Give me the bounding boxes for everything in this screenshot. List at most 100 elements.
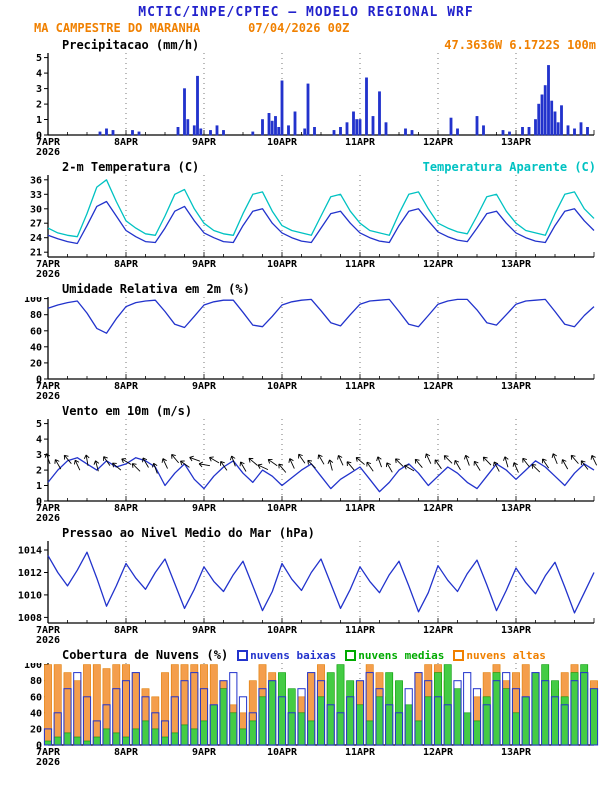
svg-text:7APR: 7APR xyxy=(36,137,61,148)
svg-text:80: 80 xyxy=(30,310,42,321)
svg-text:10APR: 10APR xyxy=(267,503,298,514)
svg-text:9APR: 9APR xyxy=(192,503,217,514)
svg-text:8APR: 8APR xyxy=(114,259,139,270)
svg-text:2: 2 xyxy=(36,100,42,111)
svg-text:21: 21 xyxy=(30,248,42,259)
svg-text:0: 0 xyxy=(36,497,42,508)
svg-text:4: 4 xyxy=(36,69,42,80)
pressao-title: Pressao ao Nivel Medio do Mar (hPa) xyxy=(62,526,315,540)
svg-text:11APR: 11APR xyxy=(345,259,376,270)
nuvens-chart: 0 20 40 60 80 100 7APR 2026 8APR 9APR 10APR 11APR 12… xyxy=(4,660,612,768)
svg-text:8APR: 8APR xyxy=(114,747,139,758)
nuvens-title: Cobertura de Nuvens (%) xyxy=(62,648,229,662)
svg-text:3: 3 xyxy=(36,84,42,95)
svg-text:80: 80 xyxy=(30,676,42,687)
model-title: MCTIC/INPE/CPTEC — MODELO REGIONAL WRF xyxy=(138,5,474,20)
svg-text:10APR: 10APR xyxy=(267,747,298,758)
svg-text:10APR: 10APR xyxy=(267,381,298,392)
svg-text:3: 3 xyxy=(36,450,42,461)
svg-text:11APR: 11APR xyxy=(345,503,376,514)
svg-text:7APR: 7APR xyxy=(36,747,61,758)
svg-text:40: 40 xyxy=(30,342,42,353)
svg-text:12APR: 12APR xyxy=(423,137,454,148)
svg-text:0: 0 xyxy=(36,131,42,142)
station-name: MA CAMPESTRE DO MARANHA xyxy=(34,21,201,35)
svg-text:1010: 1010 xyxy=(18,590,42,601)
svg-text:2026: 2026 xyxy=(36,147,60,157)
station-coordinates: 47.3636W 6.1722S 100m xyxy=(444,38,596,52)
svg-text:12APR: 12APR xyxy=(423,625,454,636)
legend-nuvens-medias: nuvens medias xyxy=(345,649,444,662)
svg-text:27: 27 xyxy=(30,219,42,230)
svg-text:1014: 1014 xyxy=(18,546,42,557)
pressao-chart: 1008 1010 1012 1014 7APR 2026 8APR 9APR 10APR 11A… xyxy=(4,541,612,646)
svg-text:2026: 2026 xyxy=(36,513,60,523)
svg-text:2026: 2026 xyxy=(36,635,60,645)
svg-text:13APR: 13APR xyxy=(501,503,532,514)
svg-text:11APR: 11APR xyxy=(345,381,376,392)
svg-text:33: 33 xyxy=(30,190,42,201)
svg-text:12APR: 12APR xyxy=(423,747,454,758)
nuvens-medias-label: nuvens medias xyxy=(358,648,445,662)
svg-text:20: 20 xyxy=(30,358,42,369)
svg-text:10APR: 10APR xyxy=(267,137,298,148)
svg-text:1008: 1008 xyxy=(18,613,42,624)
legend-nuvens-baixas: nuvens baixas xyxy=(237,649,336,662)
svg-text:40: 40 xyxy=(30,708,42,719)
svg-text:7APR: 7APR xyxy=(36,381,61,392)
svg-text:100: 100 xyxy=(24,663,42,671)
svg-text:1012: 1012 xyxy=(18,568,42,579)
svg-text:13APR: 13APR xyxy=(501,259,532,270)
panel-pressao: Pressao ao Nivel Medio do Mar (hPa) 1008… xyxy=(0,525,612,646)
run-datetime: 07/04/2026 00Z xyxy=(248,21,350,35)
svg-text:12APR: 12APR xyxy=(423,259,454,270)
svg-text:10APR: 10APR xyxy=(267,625,298,636)
nuvens-altas-swatch xyxy=(453,649,465,661)
svg-text:7APR: 7APR xyxy=(36,503,61,514)
svg-text:7APR: 7APR xyxy=(36,625,61,636)
svg-text:7APR: 7APR xyxy=(36,259,61,270)
svg-text:11APR: 11APR xyxy=(345,747,376,758)
svg-text:0: 0 xyxy=(36,741,42,752)
precipitacao-title: Precipitacao (mm/h) xyxy=(62,38,200,52)
temperatura-aparente-label: Temperatura Aparente (C) xyxy=(422,160,596,174)
svg-text:1: 1 xyxy=(36,481,42,492)
nuvens-medias-swatch xyxy=(345,649,357,661)
svg-text:60: 60 xyxy=(30,326,42,337)
svg-text:1: 1 xyxy=(36,115,42,126)
panel-temperatura: 2-m Temperatura (C) Temperatura Aparente… xyxy=(0,159,612,280)
svg-text:13APR: 13APR xyxy=(501,381,532,392)
svg-text:12APR: 12APR xyxy=(423,381,454,392)
svg-text:13APR: 13APR xyxy=(501,747,532,758)
svg-text:4: 4 xyxy=(36,435,42,446)
temperatura-title: 2-m Temperatura (C) xyxy=(62,160,200,174)
svg-text:11APR: 11APR xyxy=(345,137,376,148)
panel-precipitacao: Precipitacao (mm/h) 47.3636W 6.1722S 100… xyxy=(0,37,612,158)
panel-vento: Vento em 10m (m/s) 0 1 2 3 4 5 7APR 2026 8APR 9AP… xyxy=(0,403,612,524)
svg-text:0: 0 xyxy=(36,375,42,386)
temperatura-chart: 21 24 27 30 33 36 7APR 2026 8APR 9APR 10APR 11APR 12… xyxy=(4,175,612,280)
svg-text:30: 30 xyxy=(30,204,42,215)
panel-nuvens: Cobertura de Nuvens (%) nuvens baixas nu… xyxy=(0,647,612,768)
svg-text:5: 5 xyxy=(36,53,42,64)
svg-text:11APR: 11APR xyxy=(345,625,376,636)
svg-text:2026: 2026 xyxy=(36,757,60,767)
nuvens-altas-label: nuvens altas xyxy=(466,648,546,662)
svg-text:8APR: 8APR xyxy=(114,137,139,148)
svg-text:60: 60 xyxy=(30,692,42,703)
svg-text:8APR: 8APR xyxy=(114,381,139,392)
vento-chart: 0 1 2 3 4 5 7APR 2026 8APR 9APR 10APR 11APR 12APR 13A… xyxy=(4,419,612,524)
panel-umidade: Umidade Relativa em 2m (%) 0 20 40 60 80 100 7… xyxy=(0,281,612,402)
svg-text:8APR: 8APR xyxy=(114,503,139,514)
svg-text:9APR: 9APR xyxy=(192,381,217,392)
precipitacao-chart: 0 1 2 3 4 5 7APR 2026 8APR 9APR 10APR 11APR 12APR 13A… xyxy=(4,53,612,158)
svg-text:9APR: 9APR xyxy=(192,259,217,270)
svg-text:8APR: 8APR xyxy=(114,625,139,636)
svg-text:2026: 2026 xyxy=(36,391,60,401)
svg-text:100: 100 xyxy=(24,297,42,305)
svg-text:12APR: 12APR xyxy=(423,503,454,514)
meteogram-page: MCTIC/INPE/CPTEC — MODELO REGIONAL WRF M… xyxy=(0,5,612,768)
umidade-title: Umidade Relativa em 2m (%) xyxy=(62,282,250,296)
svg-text:36: 36 xyxy=(30,175,42,186)
svg-text:13APR: 13APR xyxy=(501,625,532,636)
